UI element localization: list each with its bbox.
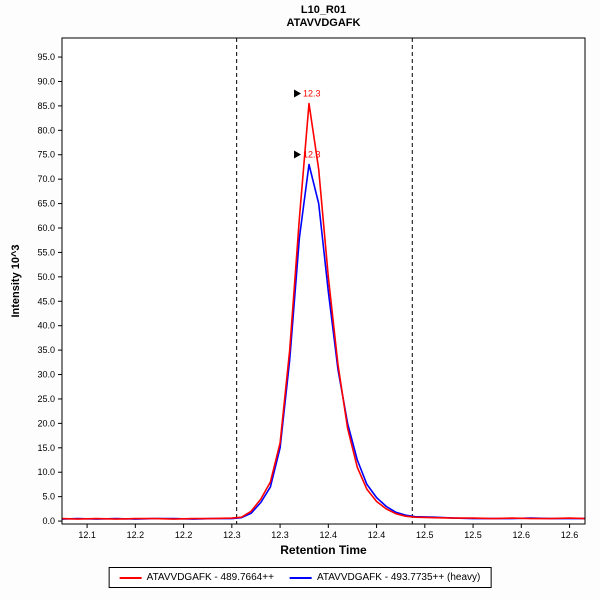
y-tick-label: 65.0 — [37, 199, 55, 209]
x-tick-label: 12.2 — [175, 530, 193, 540]
legend-entry-light: ATAVVDGAFK - 489.7664++ — [119, 572, 274, 583]
y-tick-label: 40.0 — [37, 321, 55, 331]
legend-entry-heavy: ATAVVDGAFK - 493.7735++ (heavy) — [289, 572, 481, 583]
x-tick-label: 12.6 — [513, 530, 531, 540]
legend-line-sample-red — [119, 576, 142, 579]
chart-subtitle: ATAVVDGAFK — [286, 17, 361, 29]
y-tick-label: 80.0 — [37, 125, 55, 135]
x-tick-label: 12.3 — [223, 530, 241, 540]
x-tick-label: 12.5 — [416, 530, 434, 540]
x-tick-label: 12.2 — [127, 530, 145, 540]
chromatogram-trace[interactable] — [61, 102, 586, 520]
x-tick-label: 12.5 — [464, 530, 482, 540]
y-tick-label: 60.0 — [37, 223, 55, 233]
legend-label: ATAVVDGAFK - 493.7735++ (heavy) — [316, 572, 481, 583]
peak-rt-annotation: 12.3 — [303, 88, 321, 98]
x-tick-label: 12.1 — [78, 530, 96, 540]
y-tick-label: 35.0 — [37, 345, 55, 355]
y-tick-label: 90.0 — [37, 76, 55, 86]
chart-title-block: L10_R01 ATAVVDGAFK — [62, 4, 585, 30]
y-tick-label: 30.0 — [37, 370, 55, 380]
y-tick-label: 5.0 — [42, 492, 55, 502]
y-tick-label: 20.0 — [37, 418, 55, 428]
x-axis-label: Retention Time — [280, 543, 367, 557]
y-tick-label: 45.0 — [37, 296, 55, 306]
x-tick-label: 12.6 — [561, 530, 579, 540]
x-tick-label: 12.3 — [271, 530, 289, 540]
y-tick-label: 55.0 — [37, 247, 55, 257]
y-tick-label: 70.0 — [37, 174, 55, 184]
y-tick-label: 95.0 — [37, 52, 55, 62]
legend-line-sample-blue — [289, 576, 312, 579]
peak-arrow-icon — [294, 150, 302, 159]
peak-rt-annotation: 12.3 — [303, 150, 321, 160]
y-tick-label: 75.0 — [37, 150, 55, 160]
y-tick-label: 15.0 — [37, 443, 55, 453]
chart-title: L10_R01 — [300, 4, 347, 16]
y-tick-label: 25.0 — [37, 394, 55, 404]
y-tick-label: 10.0 — [37, 467, 55, 477]
y-tick-label: 50.0 — [37, 272, 55, 282]
y-tick-label: 85.0 — [37, 101, 55, 111]
plot-area[interactable] — [62, 38, 585, 524]
x-tick-label: 12.4 — [320, 530, 338, 540]
y-tick-label: 0.0 — [42, 516, 55, 526]
legend: ATAVVDGAFK - 489.7664++ ATAVVDGAFK - 493… — [108, 567, 492, 588]
peak-arrow-icon — [294, 89, 302, 98]
x-tick-label: 12.4 — [368, 530, 386, 540]
legend-label: ATAVVDGAFK - 489.7664++ — [146, 572, 274, 583]
plot-frame — [61, 37, 586, 525]
